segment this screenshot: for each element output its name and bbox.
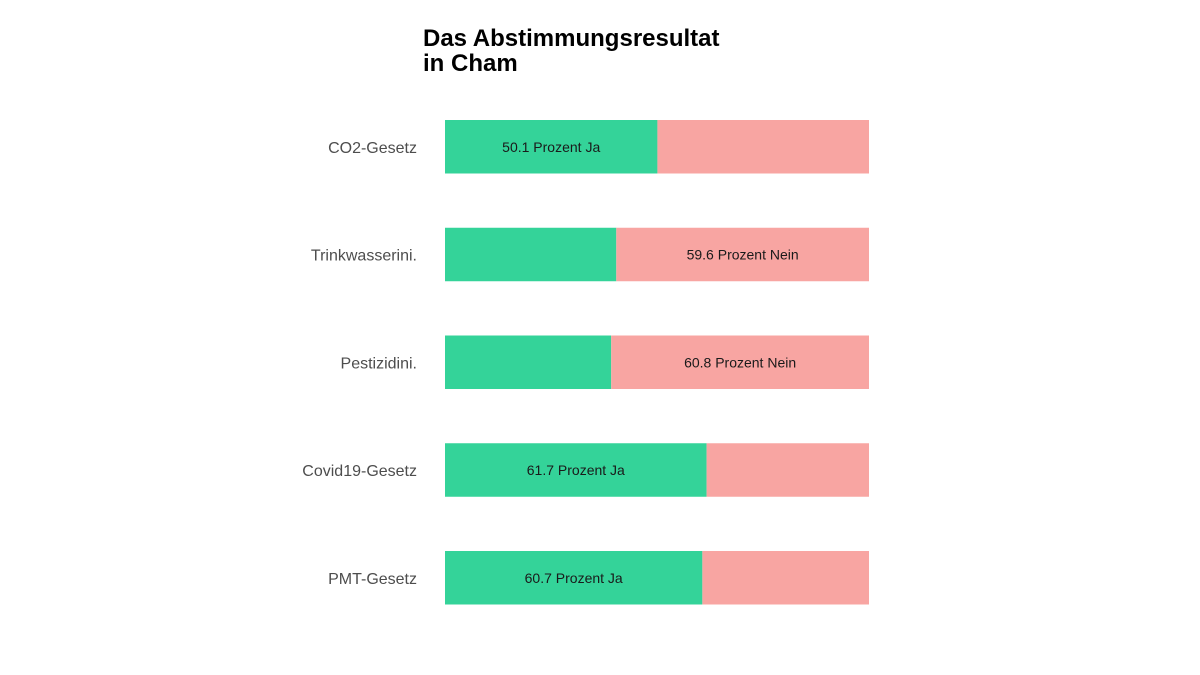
category-label: Trinkwasserini. [311,248,417,265]
bar-value-label: 60.8 Prozent Nein [684,354,796,370]
chart-title-line-2: in Cham [423,50,518,77]
category-label: Covid19-Gesetz [302,463,417,480]
category-label: Pestizidini. [341,355,417,372]
bar-nein [611,335,869,389]
bar-ja [445,120,658,174]
bars-group: CO2-Gesetz 50.1 Prozent Ja Trinkwasserini.… [302,120,869,605]
bar-nein [657,120,869,174]
bar-ja [445,551,703,605]
bar-ja [445,443,707,497]
chart-title-line-1: Das Abstimmungsresultat [423,25,720,52]
category-label: PMT-Gesetz [328,571,417,588]
bar-ja [445,335,612,389]
bar-value-label: 61.7 Prozent Ja [527,462,625,478]
bar-value-label: 59.6 Prozent Nein [687,247,799,263]
category-label: CO2-Gesetz [328,140,417,157]
bar-nein [706,443,869,497]
bar-nein [702,551,869,605]
bar-value-label: 60.7 Prozent Ja [525,570,623,586]
bar-value-label: 50.1 Prozent Ja [502,139,600,155]
bar-nein [616,227,869,282]
bar-ja [445,227,617,282]
